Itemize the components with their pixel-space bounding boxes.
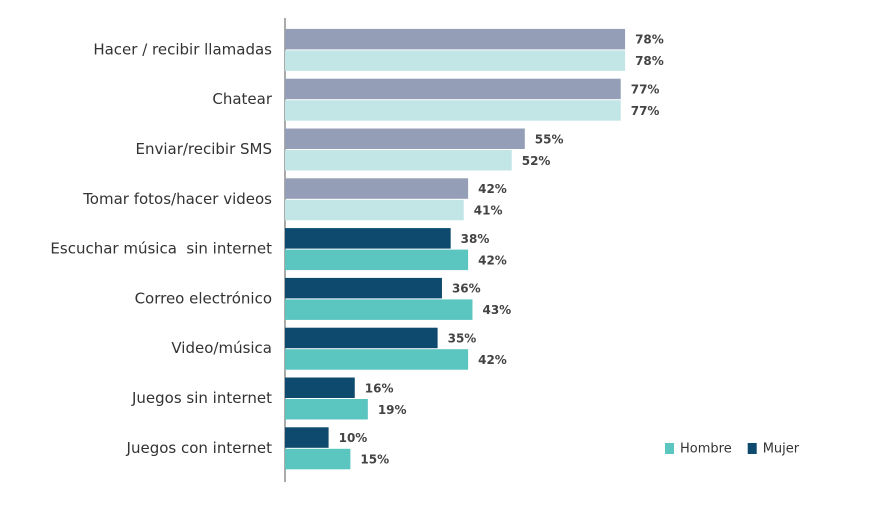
bar xyxy=(285,128,525,149)
legend-label: Hombre xyxy=(680,442,732,457)
bar xyxy=(285,78,621,100)
bar xyxy=(285,349,469,370)
value-label: 77% xyxy=(631,82,660,96)
bar xyxy=(285,299,473,320)
value-label: 77% xyxy=(631,104,660,118)
bar xyxy=(285,228,451,249)
legend-label: Mujer xyxy=(763,442,800,457)
bar xyxy=(285,150,512,171)
value-label: 10% xyxy=(339,431,368,445)
value-label: 41% xyxy=(474,204,503,218)
bar xyxy=(285,427,329,448)
y-tick-label: Tomar fotos/hacer videos xyxy=(82,190,272,208)
bar xyxy=(285,448,351,470)
value-label: 38% xyxy=(461,232,490,246)
bar xyxy=(285,50,626,71)
bar xyxy=(285,100,621,121)
bar xyxy=(285,327,438,349)
value-label: 42% xyxy=(478,253,507,267)
value-label: 78% xyxy=(635,33,664,47)
bar xyxy=(285,399,368,420)
value-label: 78% xyxy=(635,54,664,68)
value-label: 15% xyxy=(360,453,389,467)
value-label: 16% xyxy=(365,381,394,395)
y-tick-label: Enviar/recibir SMS xyxy=(135,140,272,158)
bar xyxy=(285,178,469,199)
value-label: 19% xyxy=(378,403,407,417)
y-tick-label: Hacer / recibir llamadas xyxy=(93,40,272,58)
y-tick-label: Juegos sin internet xyxy=(131,389,272,407)
y-tick-label: Escuchar música sin internet xyxy=(50,240,272,258)
bar xyxy=(285,28,626,50)
y-tick-label: Chatear xyxy=(212,90,272,108)
value-label: 52% xyxy=(522,154,551,168)
value-label: 36% xyxy=(452,282,481,296)
y-tick-label: Juegos con internet xyxy=(126,439,273,457)
bar xyxy=(285,277,442,299)
legend-swatch xyxy=(665,443,674,454)
y-tick-label: Video/música xyxy=(171,339,272,357)
legend-swatch xyxy=(747,443,757,454)
value-label: 42% xyxy=(478,182,507,196)
value-label: 35% xyxy=(448,331,477,345)
value-label: 42% xyxy=(478,353,507,367)
value-label: 43% xyxy=(482,303,511,317)
bar xyxy=(285,377,355,398)
y-tick-label: Correo electrónico xyxy=(135,289,272,307)
bar xyxy=(285,249,469,271)
value-label: 55% xyxy=(535,132,564,146)
bar xyxy=(285,199,464,221)
